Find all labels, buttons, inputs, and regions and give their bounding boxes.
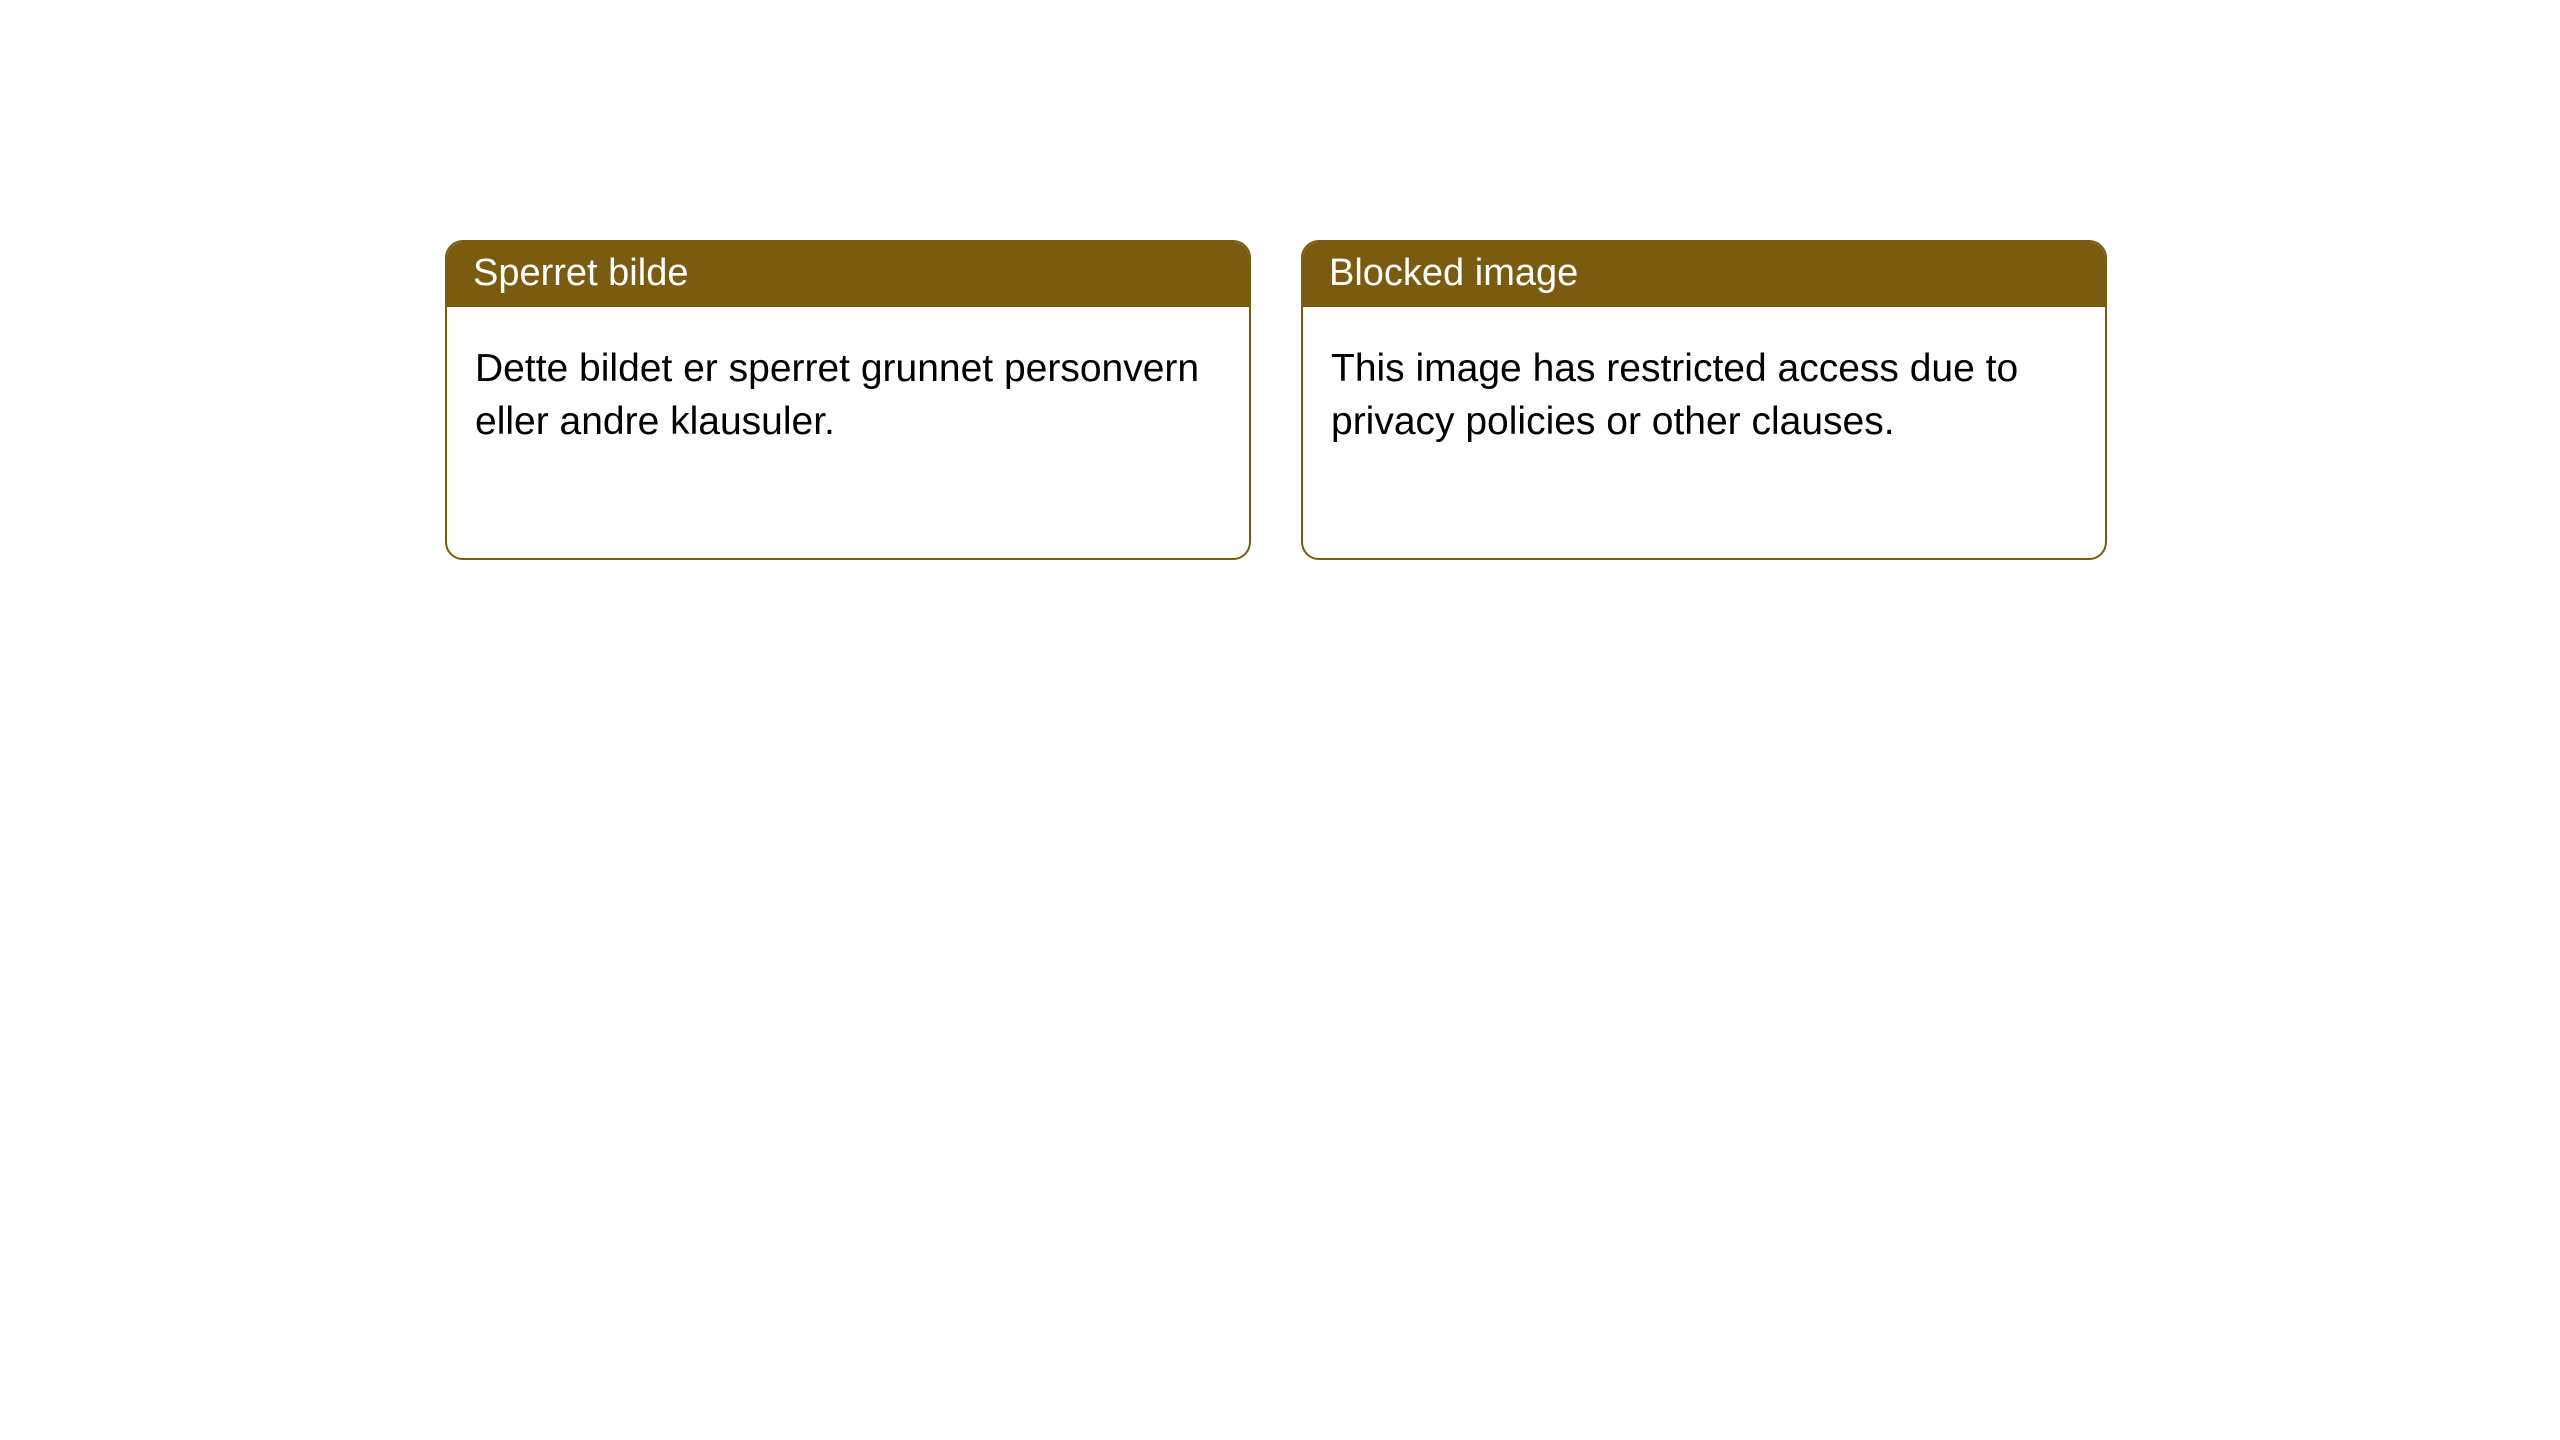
card-header: Sperret bilde (447, 242, 1249, 307)
card-body-text: This image has restricted access due to … (1331, 347, 2018, 443)
card-header: Blocked image (1303, 242, 2105, 307)
notice-card-norwegian: Sperret bilde Dette bildet er sperret gr… (445, 240, 1251, 560)
notice-card-english: Blocked image This image has restricted … (1301, 240, 2107, 560)
card-body: Dette bildet er sperret grunnet personve… (447, 307, 1249, 558)
card-title: Blocked image (1329, 252, 1578, 294)
card-title: Sperret bilde (473, 252, 688, 294)
card-body-text: Dette bildet er sperret grunnet personve… (475, 347, 1199, 443)
card-body: This image has restricted access due to … (1303, 307, 2105, 558)
notice-container: Sperret bilde Dette bildet er sperret gr… (0, 0, 2560, 560)
